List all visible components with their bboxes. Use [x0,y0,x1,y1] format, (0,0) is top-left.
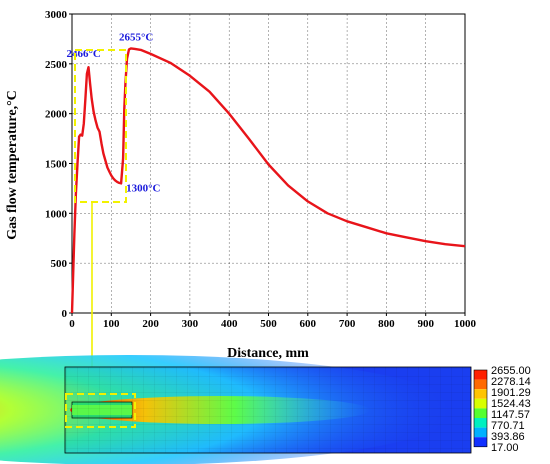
y-tick-label: 2000 [45,109,68,121]
colorbar-border [473,369,488,448]
colorbar-label: 2655.00 [491,365,531,377]
annotation-label: 2655°C [119,31,153,43]
annotation-label: 1300°C [126,182,160,194]
colorbar-label: 17.00 [491,442,519,454]
x-tick-label: 1000 [454,318,477,330]
colorbar-label: 1524.43 [491,398,531,410]
y-tick-label: 500 [51,258,68,270]
x-axis-label: Distance, mm [227,346,309,361]
x-tick-label: 200 [142,318,159,330]
y-axis-label: Gas flow temperature,°C [5,90,20,240]
colorbar-swatch [474,408,487,418]
y-tick-label: 3000 [45,9,68,21]
colorbar-swatch [474,379,487,390]
x-tick-label: 800 [378,318,395,330]
annotation-label: 2466°C [67,48,101,60]
colorbar-label: 2278.14 [491,376,531,388]
x-tick-label: 700 [339,318,356,330]
colorbar-swatch [474,370,487,380]
colorbar-label: 393.86 [491,431,525,443]
colorbar-label: 770.71 [491,420,525,432]
y-tick-label: 2500 [45,59,68,71]
y-tick-label: 1000 [45,208,68,220]
x-tick-label: 600 [300,318,317,330]
highlight-box-contour [65,393,136,428]
highlight-box-chart [74,49,127,203]
colorbar-swatch [474,418,487,428]
temperature-line-chart: 0 100 200 300 400 500 600 700 800 900 1000 0 500 100… [5,9,477,361]
y-tick-label: 1500 [45,159,68,171]
y-ticks: 0 500 1000 1500 2000 2500 3000 [45,9,72,320]
colorbar-swatch [474,427,487,438]
x-tick-label: 100 [103,318,120,330]
grid-lines [72,14,465,313]
contour-mesh [65,367,471,453]
colorbar-label: 1147.57 [491,409,530,421]
colorbar-swatch [474,398,487,409]
colorbar-label: 1901.29 [491,387,531,399]
x-tick-label: 400 [221,318,238,330]
x-ticks: 0 100 200 300 400 500 600 700 800 900 1000 [69,313,477,330]
temperature-contour [0,355,472,464]
y-tick-label: 0 [62,308,68,320]
annotations: 2466°C 2655°C 1300°C [67,31,161,194]
x-tick-label: 900 [417,318,434,330]
colorbar-swatch [474,389,487,399]
colorbar-swatch [474,437,487,447]
x-tick-label: 500 [260,318,277,330]
x-tick-label: 300 [182,318,199,330]
series-line [70,47,466,314]
colorbar: 2655.002278.141901.291524.431147.57770.7… [473,365,531,454]
x-tick-label: 0 [69,318,75,330]
